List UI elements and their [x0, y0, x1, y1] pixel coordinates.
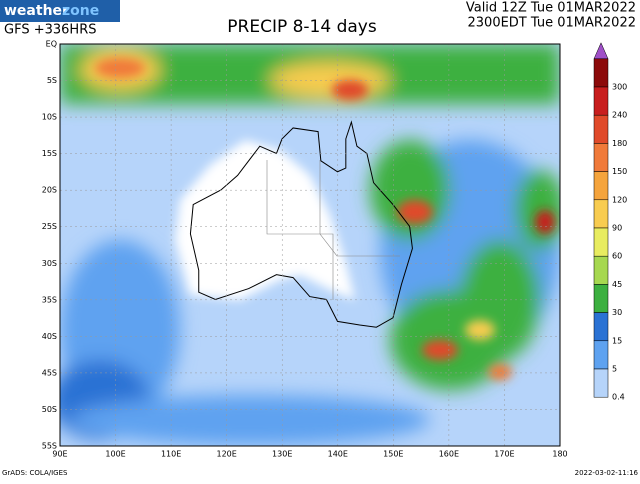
latitude-label: 20S: [42, 186, 57, 195]
legend-label: 240: [612, 111, 627, 120]
longitude-label: 90E: [52, 450, 67, 459]
legend-label: 0.4: [612, 393, 625, 402]
legend-swatch: [593, 340, 609, 370]
latitude-label: 50S: [42, 405, 57, 414]
legend-label: 60: [612, 252, 622, 261]
longitude-label: 110E: [161, 450, 181, 459]
longitude-label: 160E: [439, 450, 459, 459]
longitude-label: 100E: [105, 450, 125, 459]
legend-swatch: [593, 199, 609, 229]
latitude-label: 25S: [42, 222, 57, 231]
legend-swatch: [593, 58, 609, 88]
legend-label: 45: [612, 280, 622, 289]
latitude-label: EQ: [46, 40, 57, 49]
latitude-label: 10S: [42, 113, 57, 122]
longitude-label: 120E: [217, 450, 237, 459]
footer-timestamp: 2022-03-02-11:16: [575, 469, 639, 477]
brand-box: [0, 0, 120, 22]
map-field: [60, 44, 560, 446]
legend-swatch: [593, 284, 609, 313]
legend-swatch: [593, 368, 609, 398]
legend-label: 120: [612, 195, 627, 204]
legend-cap: [593, 42, 609, 60]
legend-label: 180: [612, 139, 627, 148]
legend-swatch: [593, 227, 609, 257]
map-frame: [59, 43, 561, 447]
footer-credit: GrADS: COLA/IGES: [2, 469, 68, 477]
valid-utc: Valid 12Z Tue 01MAR2022: [466, 1, 636, 16]
latitude-label: 5S: [47, 76, 57, 85]
legend-label: 300: [612, 83, 627, 92]
latitude-label: 45S: [42, 368, 57, 377]
legend-label: 30: [612, 308, 622, 317]
longitude-label: 130E: [272, 450, 292, 459]
latitude-label: 55S: [42, 442, 57, 451]
longitude-label: 140E: [328, 450, 348, 459]
legend-label: 150: [612, 167, 627, 176]
latitude-label: 35S: [42, 295, 57, 304]
longitude-label: 150E: [383, 450, 403, 459]
latitude-label: 40S: [42, 332, 57, 341]
legend-swatch: [593, 86, 609, 116]
legend-swatch: [593, 143, 609, 172]
latitude-label: 15S: [42, 149, 57, 158]
legend-swatch: [593, 255, 609, 285]
brand-zone: zone: [62, 3, 99, 19]
legend-label: 5: [612, 365, 617, 374]
map-title: PRECIP 8-14 days: [227, 17, 377, 37]
model-label: GFS +336HRS: [4, 23, 96, 38]
legend-swatch: [593, 114, 609, 144]
valid-local: 2300EDT Tue 01MAR2022: [468, 16, 637, 31]
legend-label: 15: [612, 336, 622, 345]
legend-label: 90: [612, 224, 622, 233]
brand-weather: weather: [4, 3, 69, 19]
longitude-label: 180: [552, 450, 567, 459]
legend-swatch: [593, 312, 609, 342]
latitude-label: 30S: [42, 259, 57, 268]
longitude-label: 170E: [494, 450, 514, 459]
legend-swatch: [593, 171, 609, 201]
